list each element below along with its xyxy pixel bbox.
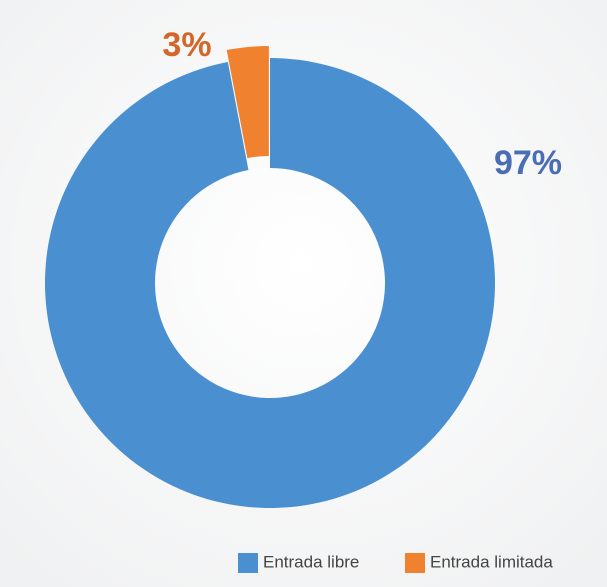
legend-label: Entrada limitada bbox=[430, 552, 553, 571]
value-label: 3% bbox=[162, 26, 211, 64]
legend-label: Entrada libre bbox=[263, 552, 359, 571]
slice bbox=[45, 58, 495, 508]
slice bbox=[226, 46, 269, 159]
legend-swatch bbox=[238, 553, 258, 573]
legend-swatch bbox=[405, 553, 425, 573]
value-label: 97% bbox=[494, 144, 562, 182]
